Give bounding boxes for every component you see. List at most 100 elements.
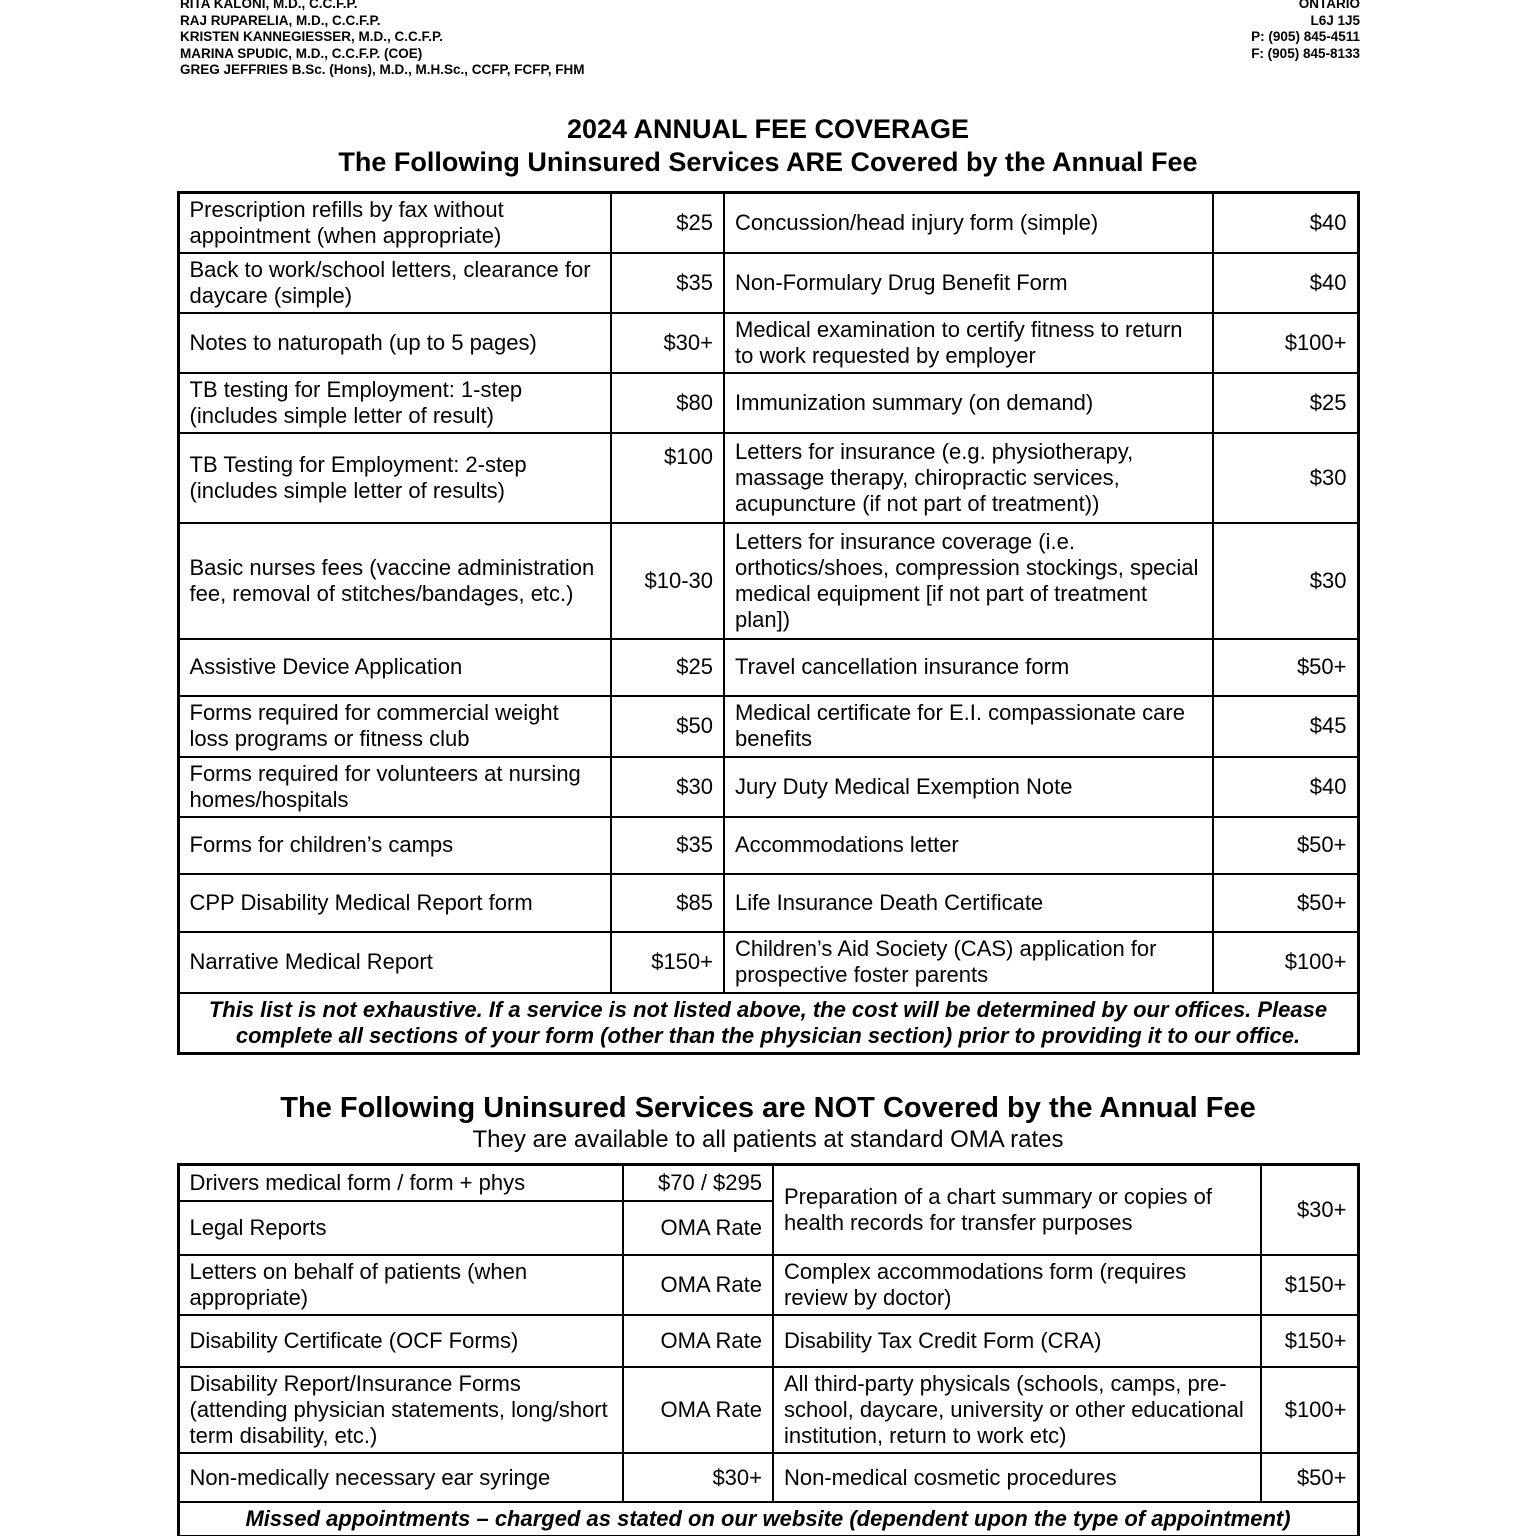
letterhead: RITA KALONI, M.D., C.C.F.P. RAJ RUPARELI… <box>0 0 1536 79</box>
service-cell: Letters for insurance coverage (i.e. ort… <box>723 521 1214 640</box>
service-cell: Life Insurance Death Certificate <box>723 872 1214 933</box>
table-row: CPP Disability Medical Report form $85 L… <box>177 872 1359 933</box>
service-cell: Forms for children’s camps <box>177 815 612 875</box>
service-cell: Narrative Medical Report <box>177 930 612 994</box>
table-row: Forms required for volunteers at nursing… <box>177 755 1359 818</box>
service-cell: Jury Duty Medical Exemption Note <box>723 755 1214 818</box>
fee-cell: OMA Rate <box>622 1254 774 1317</box>
missed-appointments-note: Missed appointments – charged as stated … <box>177 1501 1359 1536</box>
table-row: Legal Reports OMA Rate <box>177 1200 1358 1257</box>
fee-cell: $45 <box>1212 694 1359 758</box>
service-cell: Non-medically necessary ear syringe <box>177 1452 624 1504</box>
physician-name: RITA KALONI, M.D., C.C.F.P. <box>180 0 358 11</box>
fee-cell: $30 <box>1212 521 1359 640</box>
fee-cell: $30 <box>1212 431 1359 524</box>
fee-cell: OMA Rate <box>622 1200 774 1257</box>
fee-cell: $100+ <box>1212 930 1359 994</box>
service-cell: TB Testing for Employment: 2-step (inclu… <box>177 431 612 524</box>
service-cell: Back to work/school letters, clearance f… <box>177 251 612 314</box>
table-row: Assistive Device Application $25 Travel … <box>177 637 1359 697</box>
fee-cell: $30 <box>610 755 725 818</box>
service-cell: Disability Report/Insurance Forms (atten… <box>177 1366 624 1455</box>
fee-cell: $35 <box>610 251 725 314</box>
table-row: Back to work/school letters, clearance f… <box>177 251 1359 314</box>
service-cell: TB testing for Employment: 1-step (inclu… <box>177 371 612 434</box>
service-cell: Concussion/head injury form (simple) <box>723 191 1214 254</box>
table-row: Letters on behalf of patients (when appr… <box>177 1254 1359 1317</box>
service-cell: Letters for insurance (e.g. physiotherap… <box>723 431 1214 524</box>
fee-cell: $25 <box>610 637 725 697</box>
service-cell: Medical examination to certify fitness t… <box>723 311 1214 374</box>
covered-subtitle: The Following Uninsured Services ARE Cov… <box>338 146 1198 177</box>
fee-cell: $50 <box>610 694 725 758</box>
fee-cell: $100+ <box>1260 1366 1359 1455</box>
fee-cell: $50+ <box>1260 1452 1359 1504</box>
table-row: Basic nurses fees (vaccine administratio… <box>177 521 1359 640</box>
clinic-province: ONTARIO <box>1298 0 1360 11</box>
clinic-contact-block: ONTARIO L6J 1J5 P: (905) 845-4511 F: (90… <box>1251 0 1360 79</box>
fee-cell: $70 / $295 <box>622 1163 774 1203</box>
service-cell: Travel cancellation insurance form <box>723 637 1214 697</box>
fee-cell: $35 <box>610 815 725 875</box>
service-cell: Non-medical cosmetic procedures <box>772 1452 1262 1504</box>
service-cell: CPP Disability Medical Report form <box>177 872 612 933</box>
service-cell: Medical certificate for E.I. compassiona… <box>723 694 1214 758</box>
fee-cell: $150+ <box>610 930 725 994</box>
physician-name: GREG JEFFRIES B.Sc. (Hons), M.D., M.H.Sc… <box>180 62 585 78</box>
clinic-fax: F: (905) 845-8133 <box>1251 45 1360 61</box>
table-row: Non-medically necessary ear syringe $30+… <box>177 1452 1359 1504</box>
service-cell: Disability Tax Credit Form (CRA) <box>772 1314 1262 1369</box>
table-note-row: This list is not exhaustive. If a servic… <box>177 991 1359 1055</box>
not-covered-section-header: The Following Uninsured Services are NOT… <box>0 1091 1536 1155</box>
fee-cell: $25 <box>610 191 725 254</box>
fee-cell: $40 <box>1212 755 1359 818</box>
fee-cell: $150+ <box>1260 1254 1359 1317</box>
service-cell: Prescription refills by fax without appo… <box>177 191 612 254</box>
fee-cell: $80 <box>610 371 725 434</box>
table-row: Notes to naturopath (up to 5 pages) $30+… <box>177 311 1359 374</box>
fee-cell: $50+ <box>1212 872 1359 933</box>
fee-cell: $30+ <box>610 311 725 374</box>
covered-section-header: 2024 ANNUAL FEE COVERAGE The Following U… <box>0 113 1536 179</box>
table-note-row: Missed appointments – charged as stated … <box>177 1501 1359 1536</box>
covered-fee-table: Prescription refills by fax without appo… <box>176 190 1360 1055</box>
not-covered-title: The Following Uninsured Services are NOT… <box>280 1091 1256 1124</box>
fee-cell: $100 <box>610 431 725 524</box>
fee-cell: OMA Rate <box>622 1366 774 1455</box>
page-title: 2024 ANNUAL FEE COVERAGE <box>566 113 970 144</box>
table-row: Disability Certificate (OCF Forms) OMA R… <box>177 1314 1359 1369</box>
table-row: TB Testing for Employment: 2-step (inclu… <box>177 431 1359 524</box>
physician-name: RAJ RUPARELIA, M.D., C.C.F.P. <box>180 12 381 28</box>
fee-cell: $25 <box>1212 371 1359 434</box>
fee-cell: $100+ <box>1212 311 1359 374</box>
fee-cell: $150+ <box>1260 1314 1359 1369</box>
service-cell: Letters on behalf of patients (when appr… <box>177 1254 624 1317</box>
fee-cell: OMA Rate <box>622 1314 774 1369</box>
service-cell: All third-party physicals (schools, camp… <box>772 1366 1262 1455</box>
table-row: Forms required for commercial weight los… <box>177 694 1359 758</box>
service-cell: Forms required for commercial weight los… <box>177 694 612 758</box>
fee-cell: $50+ <box>1212 637 1359 697</box>
service-cell: Drivers medical form / form + phys <box>177 1163 624 1203</box>
not-covered-fee-table: Drivers medical form / form + phys $70 /… <box>176 1162 1360 1536</box>
physician-list: RITA KALONI, M.D., C.C.F.P. RAJ RUPARELI… <box>180 0 585 79</box>
service-cell: Children’s Aid Society (CAS) application… <box>723 930 1214 994</box>
fee-cell: $30+ <box>1260 1163 1359 1257</box>
service-cell: Immunization summary (on demand) <box>723 371 1214 434</box>
service-cell: Basic nurses fees (vaccine administratio… <box>177 521 612 640</box>
table-row: Forms for children’s camps $35 Accommoda… <box>177 815 1359 875</box>
table-row: TB testing for Employment: 1-step (inclu… <box>177 371 1359 434</box>
fee-cell: $10-30 <box>610 521 725 640</box>
service-cell: Notes to naturopath (up to 5 pages) <box>177 311 612 374</box>
table-row: Prescription refills by fax without appo… <box>177 191 1359 254</box>
table-row: Disability Report/Insurance Forms (atten… <box>177 1366 1359 1455</box>
fee-cell: $40 <box>1212 251 1359 314</box>
clinic-phone: P: (905) 845-4511 <box>1251 29 1360 45</box>
service-cell: Assistive Device Application <box>177 637 612 697</box>
service-cell: Preparation of a chart summary or copies… <box>772 1163 1262 1257</box>
table-row: Narrative Medical Report $150+ Children’… <box>177 930 1359 994</box>
service-cell: Non-Formulary Drug Benefit Form <box>723 251 1214 314</box>
service-cell: Disability Certificate (OCF Forms) <box>177 1314 624 1369</box>
fee-cell: $85 <box>610 872 725 933</box>
physician-name: KRISTEN KANNEGIESSER, M.D., C.C.F.P. <box>180 29 444 45</box>
